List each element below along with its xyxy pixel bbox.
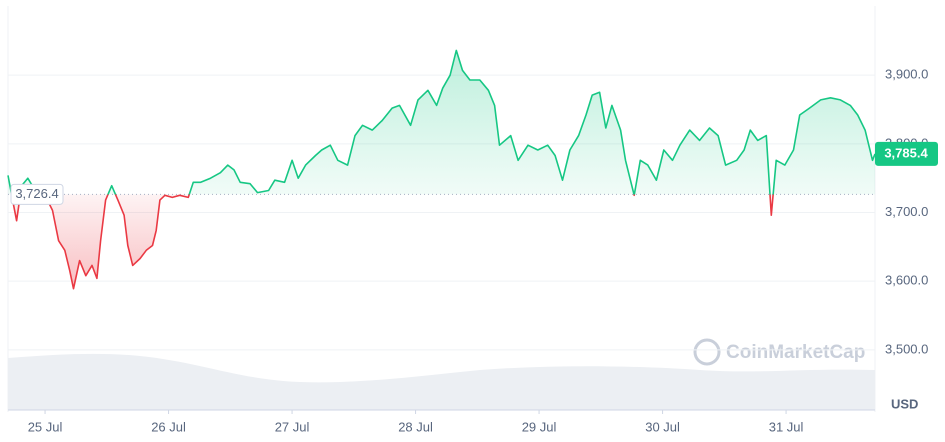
y-tick-label: 3,700.0 — [885, 204, 928, 219]
reference-label: 3,726.4 — [15, 186, 58, 201]
x-tick-label: 30 Jul — [645, 419, 680, 434]
watermark-text: CoinMarketCap — [726, 342, 865, 363]
x-tick-label: 31 Jul — [769, 419, 804, 434]
y-tick-label: 3,600.0 — [885, 273, 928, 288]
x-tick-label: 26 Jul — [151, 419, 186, 434]
reference-label-box — [10, 183, 64, 205]
watermark: CoinMarketCap — [693, 338, 865, 366]
x-tick-label: 29 Jul — [522, 419, 557, 434]
y-unit: USD — [891, 396, 918, 411]
x-tick-label: 25 Jul — [28, 419, 63, 434]
y-tick-label: 3,500.0 — [885, 341, 928, 356]
last-price-box — [875, 141, 938, 166]
y-tick-label: 3,900.0 — [885, 67, 928, 82]
x-tick-label: 28 Jul — [398, 419, 433, 434]
volume-area — [8, 353, 875, 410]
x-tick-label: 27 Jul — [275, 419, 310, 434]
last-price-label: 3,785.4 — [884, 145, 928, 160]
price-line — [7, 49, 876, 290]
watermark-logo — [693, 338, 721, 366]
price-area — [8, 50, 875, 289]
